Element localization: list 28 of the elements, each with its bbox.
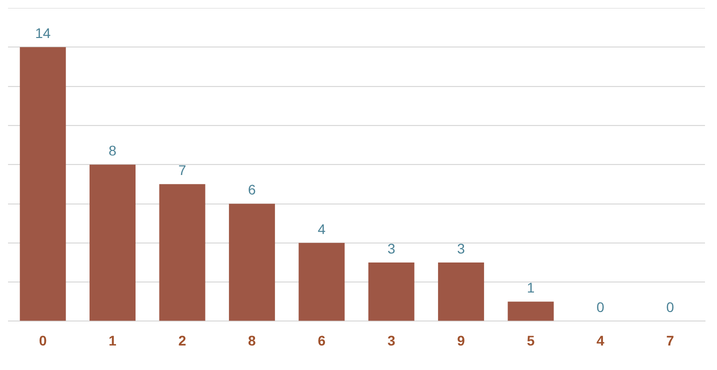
data-label: 0 [666,299,674,316]
data-label: 1 [526,279,535,296]
data-label: 0 [596,299,605,316]
x-tick-label: 2 [178,332,186,348]
bar [90,164,136,321]
x-tick-label: 4 [596,332,605,348]
data-label: 3 [457,240,466,256]
bar [438,262,484,321]
bar [298,242,345,321]
data-label: 7 [178,162,186,178]
x-tick-label: 6 [318,332,326,348]
bar [228,204,275,321]
data-label: 6 [248,182,256,198]
data-label: 8 [108,142,117,158]
bar [508,302,554,321]
data-label: 14 [35,25,51,42]
data-label: 3 [387,240,396,256]
x-tick-label: 8 [248,332,256,348]
x-tick-label: 3 [387,332,396,348]
bar [159,184,206,321]
bar [20,47,66,321]
x-tick-label: 5 [526,332,535,348]
data-label: 4 [318,220,326,237]
x-tick-label: 0 [38,332,47,348]
x-tick-label: 7 [666,332,674,348]
bar [368,262,414,321]
x-tick-label: 9 [457,332,466,348]
x-tick-label: 1 [108,332,117,348]
